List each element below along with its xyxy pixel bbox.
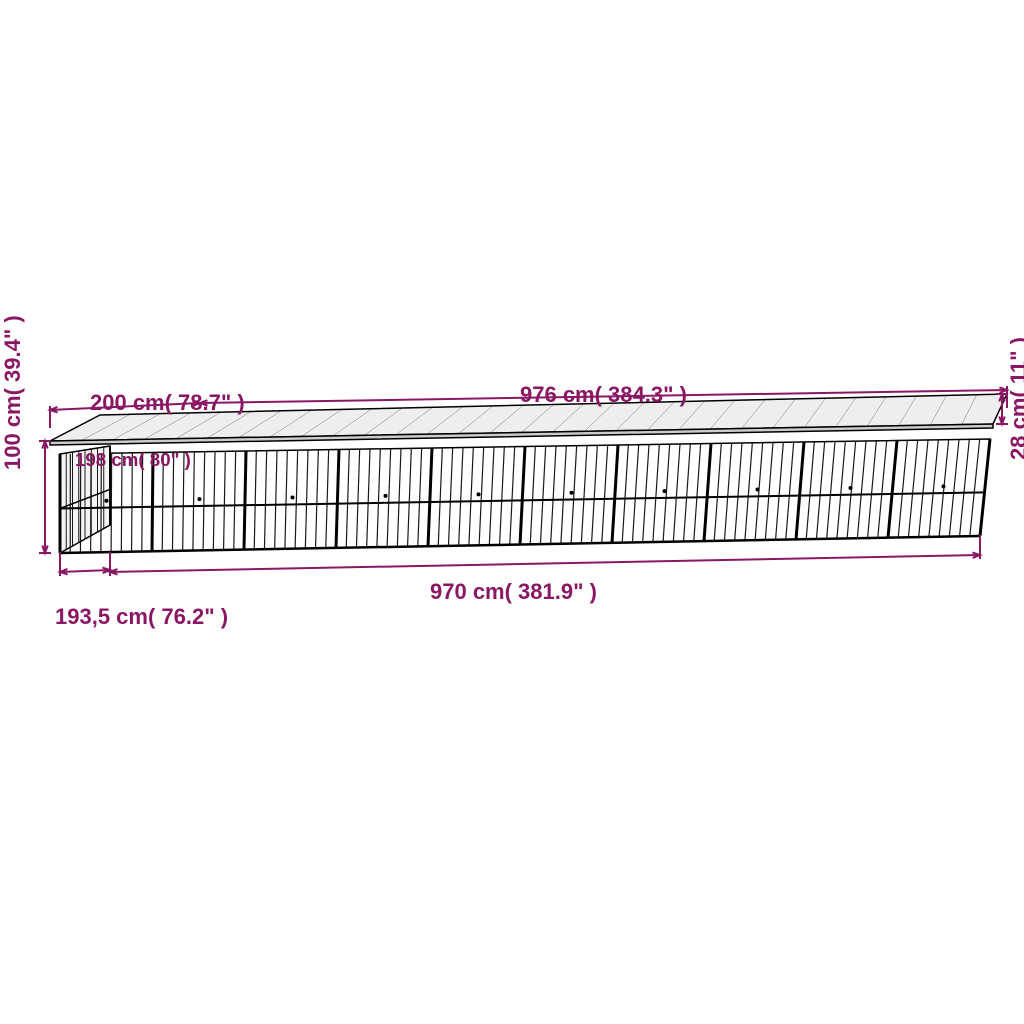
dim-roof_length: 976 cm( 384.3" ) — [520, 382, 687, 408]
dim-height_right: 28 cm( 11" ) — [1006, 337, 1024, 460]
dim-base_length: 970 cm( 381.9" ) — [430, 579, 597, 605]
dim-base_depth: 193,5 cm( 76.2" ) — [55, 604, 228, 630]
dim-roof_depth: 200 cm( 78.7" ) — [90, 390, 245, 416]
diagram-stage: 100 cm( 39.4" ) 28 cm( 11" ) 200 cm( 78.7"… — [0, 0, 1024, 1024]
diagram-svg — [0, 0, 1024, 1024]
dim-inner_depth: 198 cm( 80" ) — [75, 449, 191, 471]
dim-height_left: 100 cm( 39.4" ) — [0, 315, 26, 470]
